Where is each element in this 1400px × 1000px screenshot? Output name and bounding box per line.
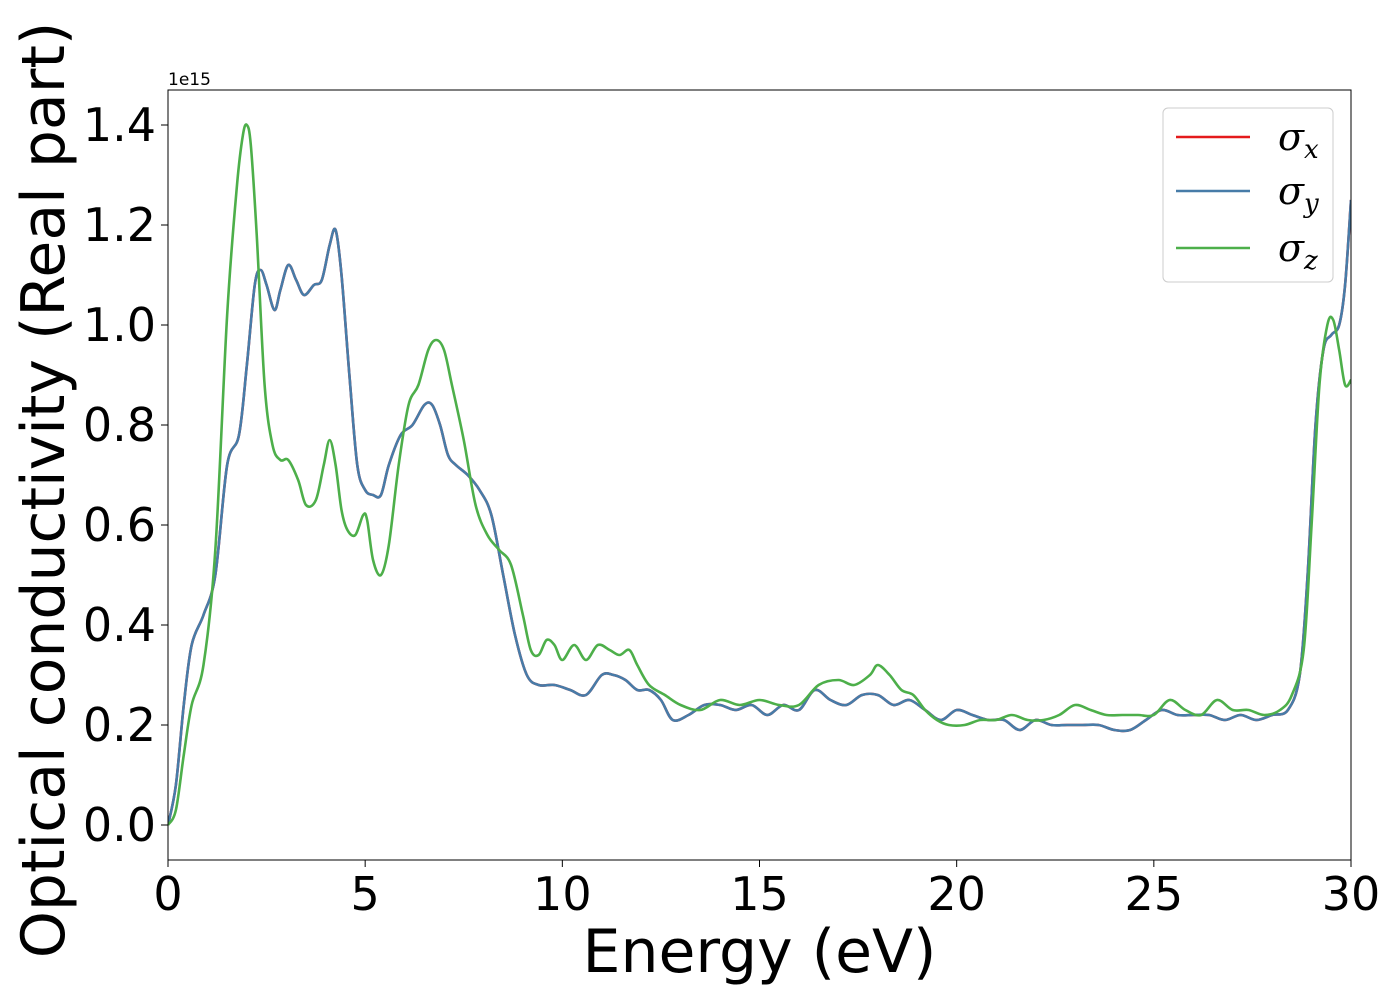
legend-subscript: y	[1303, 189, 1319, 219]
series-line-z	[168, 123, 1351, 826]
x-axis: 0 5 10 15 20 25 30	[153, 860, 1380, 921]
y-tick-label: 0.2	[83, 698, 156, 752]
x-tick-label: 0	[153, 867, 182, 921]
legend-subscript: x	[1304, 135, 1319, 165]
x-axis-label: Energy (eV)	[583, 917, 937, 987]
series-line-y	[168, 199, 1351, 826]
legend-symbol: σ	[1278, 115, 1305, 159]
legend-subscript: z	[1303, 246, 1318, 276]
y-tick-label: 1.4	[83, 98, 156, 152]
y-tick-label: 0.4	[83, 598, 156, 652]
y-axis: 0.0 0.2 0.4 0.6 0.8 1.0 1.2 1.4	[83, 98, 168, 852]
legend-label-z: σz	[1278, 226, 1318, 276]
x-tick-label: 20	[927, 867, 986, 921]
legend-box	[1162, 107, 1334, 283]
y-axis-label: Optical conductivity (Real part)	[9, 22, 79, 959]
y-offset-label: 1e15	[168, 70, 211, 90]
x-tick-label: 10	[533, 867, 592, 921]
x-tick-label: 15	[730, 867, 789, 921]
series-layer	[168, 123, 1351, 826]
x-tick-label: 25	[1125, 867, 1184, 921]
legend-symbol: σ	[1278, 169, 1305, 213]
y-tick-label: 0.6	[83, 498, 156, 552]
y-tick-label: 1.2	[83, 198, 156, 252]
x-tick-label: 30	[1322, 867, 1381, 921]
legend-symbol: σ	[1278, 226, 1305, 270]
y-tick-label: 0.8	[83, 398, 156, 452]
y-tick-label: 1.0	[83, 298, 156, 352]
legend-label-y: σy	[1278, 169, 1319, 219]
legend-label-x: σx	[1278, 115, 1319, 165]
y-tick-label: 0.0	[83, 798, 156, 852]
x-tick-label: 5	[351, 867, 380, 921]
